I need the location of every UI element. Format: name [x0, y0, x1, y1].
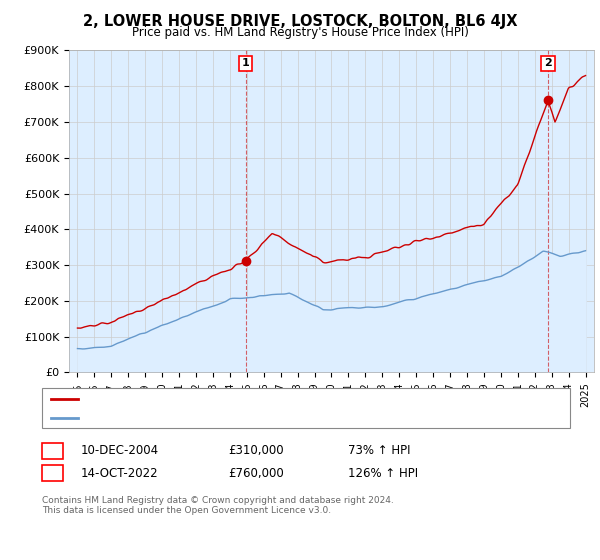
Text: 2: 2	[544, 58, 552, 68]
Text: 10-DEC-2004: 10-DEC-2004	[81, 444, 159, 458]
Text: Contains HM Land Registry data © Crown copyright and database right 2024.
This d: Contains HM Land Registry data © Crown c…	[42, 496, 394, 515]
Text: £310,000: £310,000	[228, 444, 284, 458]
Text: 126% ↑ HPI: 126% ↑ HPI	[348, 466, 418, 480]
Text: £760,000: £760,000	[228, 466, 284, 480]
Text: 73% ↑ HPI: 73% ↑ HPI	[348, 444, 410, 458]
Text: 2, LOWER HOUSE DRIVE, LOSTOCK, BOLTON, BL6 4JX (detached house): 2, LOWER HOUSE DRIVE, LOSTOCK, BOLTON, B…	[83, 394, 454, 404]
Text: 14-OCT-2022: 14-OCT-2022	[81, 466, 158, 480]
Text: 2: 2	[49, 466, 56, 480]
Text: HPI: Average price, detached house, Bolton: HPI: Average price, detached house, Bolt…	[83, 413, 310, 423]
Text: 1: 1	[242, 58, 250, 68]
Text: 1: 1	[49, 444, 56, 458]
Text: 2, LOWER HOUSE DRIVE, LOSTOCK, BOLTON, BL6 4JX: 2, LOWER HOUSE DRIVE, LOSTOCK, BOLTON, B…	[83, 14, 517, 29]
Text: Price paid vs. HM Land Registry's House Price Index (HPI): Price paid vs. HM Land Registry's House …	[131, 26, 469, 39]
